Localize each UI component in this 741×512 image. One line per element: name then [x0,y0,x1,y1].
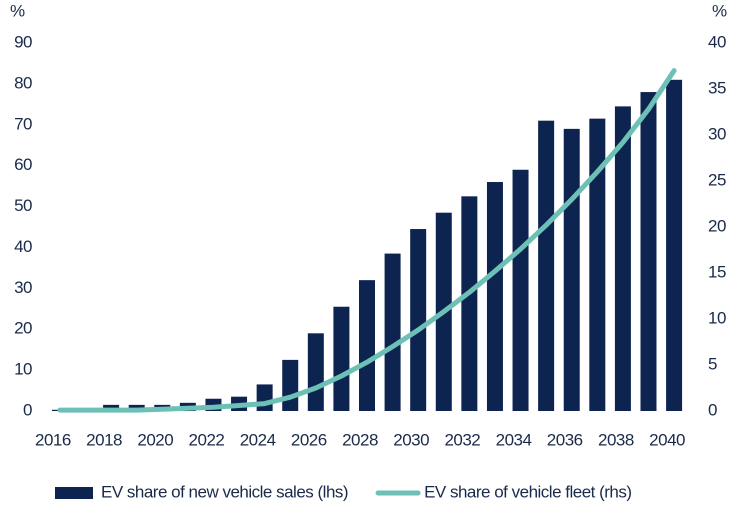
bar [384,253,401,411]
legend-label: EV share of new vehicle sales (lhs) [101,482,348,501]
y2-tick-label: 20 [708,216,726,235]
bar [538,120,555,411]
y2-tick-label: 40 [708,32,726,51]
bar [563,128,580,411]
x-tick-label: 2026 [291,430,327,449]
y2-tick-label: 10 [708,308,726,327]
line [57,68,677,413]
y2-tick-label: 35 [708,78,726,97]
y2-tick-label: 0 [708,400,717,419]
y-tick-label: 30 [14,278,32,297]
bar [640,92,657,412]
y-tick-label: 40 [14,237,32,256]
bar [486,182,503,411]
x-tick-label: 2020 [137,430,173,449]
y-tick-label: 60 [14,155,32,174]
bar [666,79,683,412]
bar [589,118,606,412]
x-tick-label: 2018 [86,430,122,449]
x-tick-label: 2016 [35,430,71,449]
x-tick-label: 2024 [240,430,276,449]
x-tick-label: 2030 [393,430,429,449]
y-axis-unit: % [10,1,25,20]
y-tick-label: 50 [14,196,32,215]
y2-tick-label: 5 [708,354,717,373]
x-tick-label: 2028 [342,430,378,449]
x-tick-label: 2022 [189,430,225,449]
y-tick-label: 90 [14,32,32,51]
x-tick-label: 2038 [598,430,634,449]
bar [282,359,299,411]
bar [461,196,478,411]
legend-swatch [55,487,93,499]
y2-tick-label: 15 [708,262,726,281]
x-tick-label: 2034 [496,430,532,449]
bar [307,333,324,411]
y-tick-label: 80 [14,73,32,92]
bar [614,106,631,411]
x-tick-label: 2040 [649,430,685,449]
x-tick-label: 2032 [444,430,480,449]
y-tick-label: 0 [23,400,32,419]
legend-label: EV share of vehicle fleet (rhs) [424,482,631,501]
y-tick-label: 70 [14,114,32,133]
y-tick-label: 20 [14,319,32,338]
bar [333,306,350,411]
y2-tick-label: 25 [708,170,726,189]
y-tick-label: 10 [14,360,32,379]
bar [359,280,375,411]
y2-tick-label: 30 [708,124,726,143]
bar [410,229,427,411]
bar [256,384,273,411]
bar [512,169,529,411]
y2-axis-unit: % [712,1,727,20]
x-tick-label: 2036 [547,430,583,449]
